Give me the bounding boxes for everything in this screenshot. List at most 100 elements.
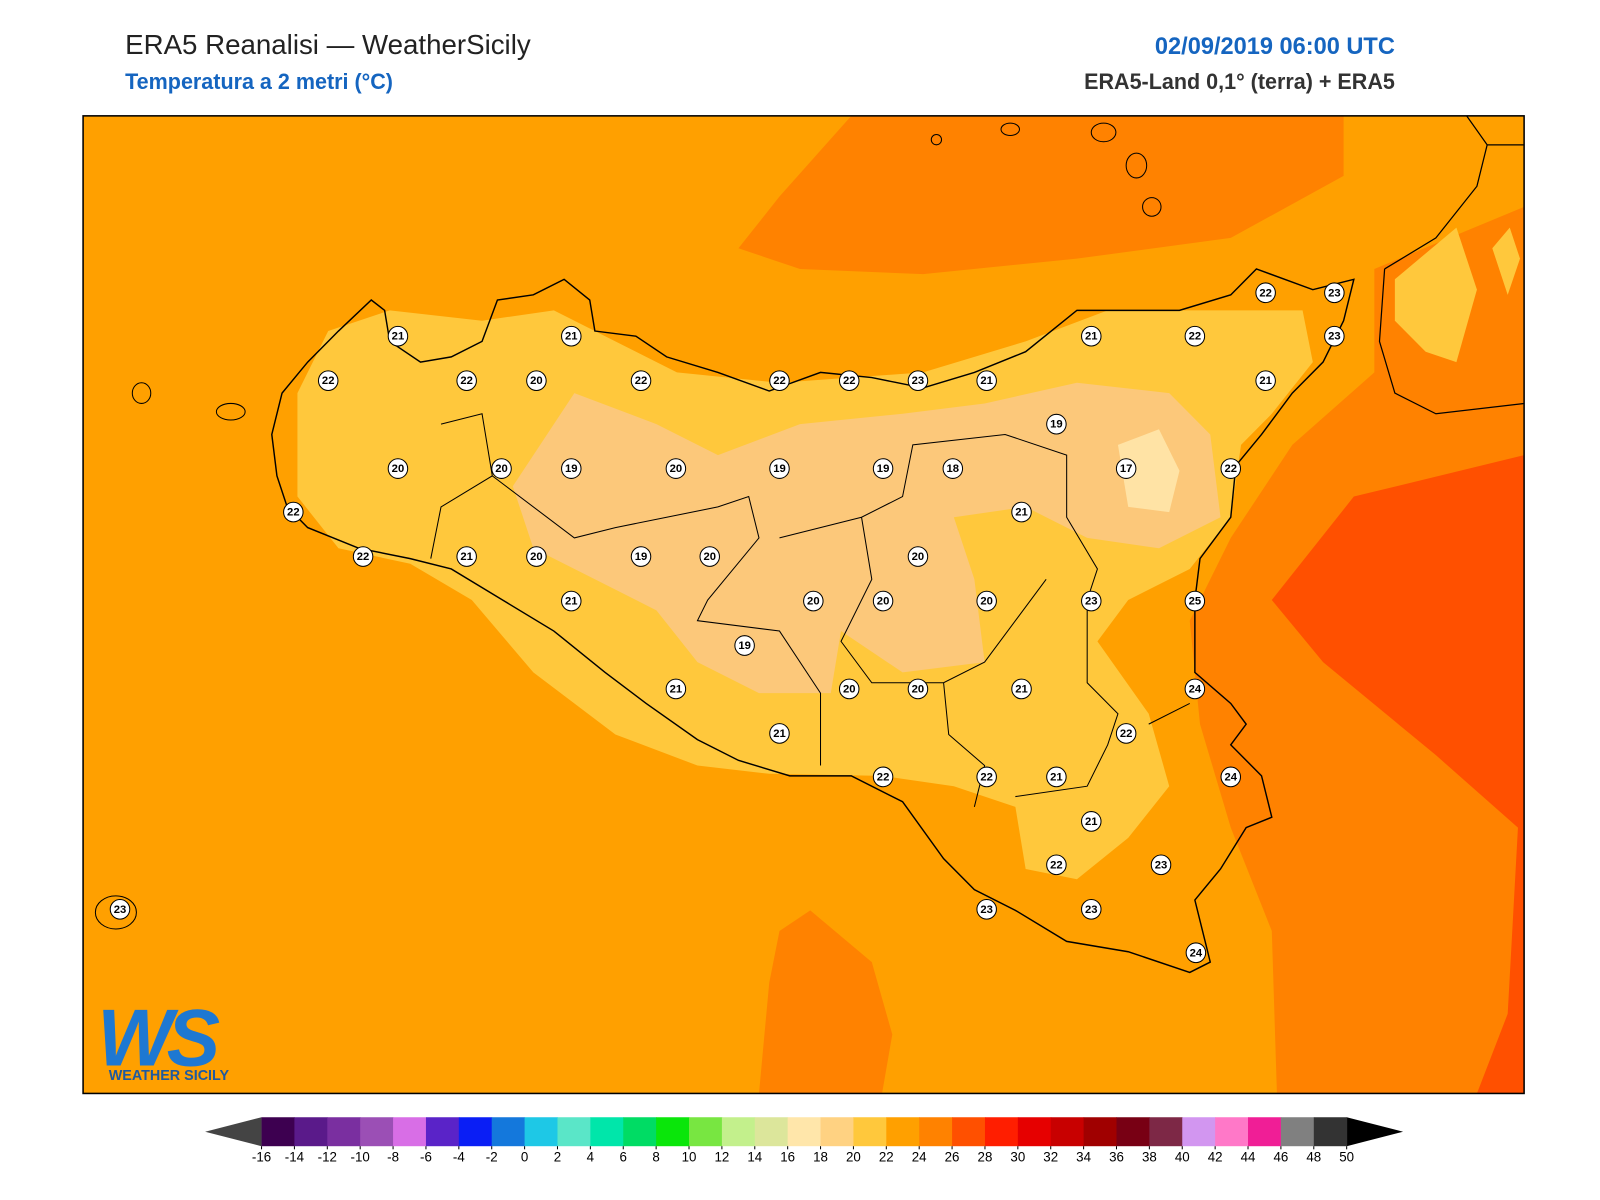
station-value: 25 bbox=[1189, 596, 1202, 608]
station-value: 21 bbox=[670, 683, 683, 695]
station-marker bbox=[491, 458, 512, 479]
colorbar-tick-label: -6 bbox=[420, 1150, 432, 1165]
colorbar-tick-label: 28 bbox=[978, 1150, 993, 1165]
colorbar-box bbox=[425, 1117, 460, 1147]
station-value: 20 bbox=[530, 375, 543, 387]
station-marker bbox=[838, 370, 860, 392]
station-marker bbox=[1255, 282, 1276, 304]
colorbar-tick-label: 4 bbox=[587, 1150, 595, 1165]
station-marker bbox=[1046, 854, 1067, 876]
station-value: 22 bbox=[980, 771, 993, 783]
station-value: 24 bbox=[1189, 683, 1202, 695]
station-marker bbox=[352, 546, 374, 567]
colorbar-box bbox=[919, 1117, 953, 1147]
colorbar-tick-label: 16 bbox=[780, 1150, 795, 1165]
station-marker bbox=[1150, 854, 1172, 876]
station-marker bbox=[1011, 501, 1032, 523]
station-marker bbox=[1115, 458, 1137, 479]
colorbar-tick-label: 26 bbox=[945, 1150, 960, 1165]
colorbar-tick-label: 42 bbox=[1208, 1150, 1223, 1165]
station-value: 19 bbox=[877, 463, 890, 475]
colorbar-tick-label: 50 bbox=[1339, 1150, 1354, 1165]
station-marker bbox=[1081, 325, 1102, 347]
station: 21 bbox=[976, 370, 997, 392]
station: 20 bbox=[526, 546, 547, 567]
source: ERA5-Land 0,1° (terra) + ERA5 bbox=[1084, 69, 1395, 94]
colorbar-tick-label: 18 bbox=[813, 1150, 828, 1165]
station-value: 17 bbox=[1120, 463, 1133, 475]
station: 21 bbox=[1255, 370, 1276, 392]
station-marker bbox=[630, 546, 652, 567]
colorbar-box bbox=[820, 1117, 854, 1147]
station: 19 bbox=[734, 635, 755, 656]
station-marker bbox=[109, 898, 131, 920]
station-value: 23 bbox=[1328, 331, 1341, 343]
station-value: 20 bbox=[980, 596, 993, 608]
station-marker bbox=[1081, 898, 1102, 920]
station-value: 21 bbox=[460, 551, 473, 563]
station-marker bbox=[1081, 590, 1102, 612]
station-marker bbox=[976, 590, 997, 612]
station: 22 bbox=[838, 370, 860, 392]
station-marker bbox=[976, 898, 997, 920]
date: 02/09/2019 06:00 UTC bbox=[1155, 34, 1395, 60]
colorbar-tick-label: 44 bbox=[1241, 1150, 1256, 1165]
station-marker bbox=[1081, 811, 1102, 832]
station-value: 21 bbox=[1050, 771, 1063, 783]
colorbar-tick-label: 12 bbox=[714, 1150, 729, 1165]
colorbar-under bbox=[205, 1117, 262, 1147]
colorbar-box bbox=[524, 1117, 558, 1147]
station-marker bbox=[942, 458, 964, 479]
colorbar-tick-label: 40 bbox=[1175, 1150, 1190, 1165]
station: 22 bbox=[1046, 854, 1067, 876]
station-value: 21 bbox=[1085, 331, 1098, 343]
station-marker bbox=[665, 458, 687, 479]
station: 21 bbox=[1011, 678, 1032, 700]
station: 21 bbox=[1046, 766, 1067, 788]
station-marker bbox=[769, 458, 790, 479]
colorbar-box bbox=[1215, 1117, 1249, 1147]
station: 25 bbox=[1184, 590, 1206, 612]
station: 24 bbox=[1220, 766, 1242, 788]
colorbar-box bbox=[590, 1117, 624, 1147]
station: 19 bbox=[1046, 413, 1067, 435]
colorbar-tick-label: 8 bbox=[652, 1150, 659, 1165]
station-marker bbox=[1184, 590, 1206, 612]
colorbar-box bbox=[853, 1117, 887, 1147]
station-value: 19 bbox=[738, 640, 751, 652]
colorbar-box bbox=[787, 1117, 822, 1147]
station: 20 bbox=[387, 458, 409, 479]
station-value: 22 bbox=[322, 375, 335, 387]
station: 23 bbox=[1324, 325, 1345, 347]
station-value: 20 bbox=[495, 463, 508, 475]
station-marker bbox=[526, 546, 547, 567]
colorbar-box bbox=[1050, 1117, 1085, 1147]
station-value: 22 bbox=[877, 771, 890, 783]
station-marker bbox=[283, 501, 304, 523]
colorbar-box bbox=[1280, 1117, 1315, 1147]
station: 20 bbox=[872, 590, 894, 612]
station: 24 bbox=[1184, 678, 1206, 700]
colorbar-tick-label: 2 bbox=[554, 1150, 561, 1165]
colorbar-box bbox=[458, 1117, 493, 1147]
station: 21 bbox=[769, 723, 790, 744]
station-marker bbox=[1011, 678, 1032, 700]
station-marker bbox=[976, 370, 997, 392]
colorbar-box bbox=[984, 1117, 1019, 1147]
colorbar-tick-label: -8 bbox=[387, 1150, 399, 1165]
station-marker bbox=[1184, 325, 1206, 347]
station: 23 bbox=[1081, 590, 1102, 612]
station: 21 bbox=[561, 590, 582, 612]
station: 22 bbox=[1220, 458, 1242, 479]
colorbar-tick-label: -16 bbox=[252, 1150, 271, 1165]
station: 22 bbox=[769, 370, 790, 392]
colorbar-tick-label: 22 bbox=[879, 1150, 894, 1165]
colorbar-tick-label: 30 bbox=[1010, 1150, 1025, 1165]
station-value: 20 bbox=[670, 463, 683, 475]
station-value: 20 bbox=[703, 551, 716, 563]
colorbar-tick-label: 10 bbox=[682, 1150, 697, 1165]
station-marker bbox=[387, 458, 409, 479]
colorbar-box bbox=[1017, 1117, 1052, 1147]
colorbar-tick-label: 48 bbox=[1306, 1150, 1321, 1165]
station: 22 bbox=[352, 546, 374, 567]
